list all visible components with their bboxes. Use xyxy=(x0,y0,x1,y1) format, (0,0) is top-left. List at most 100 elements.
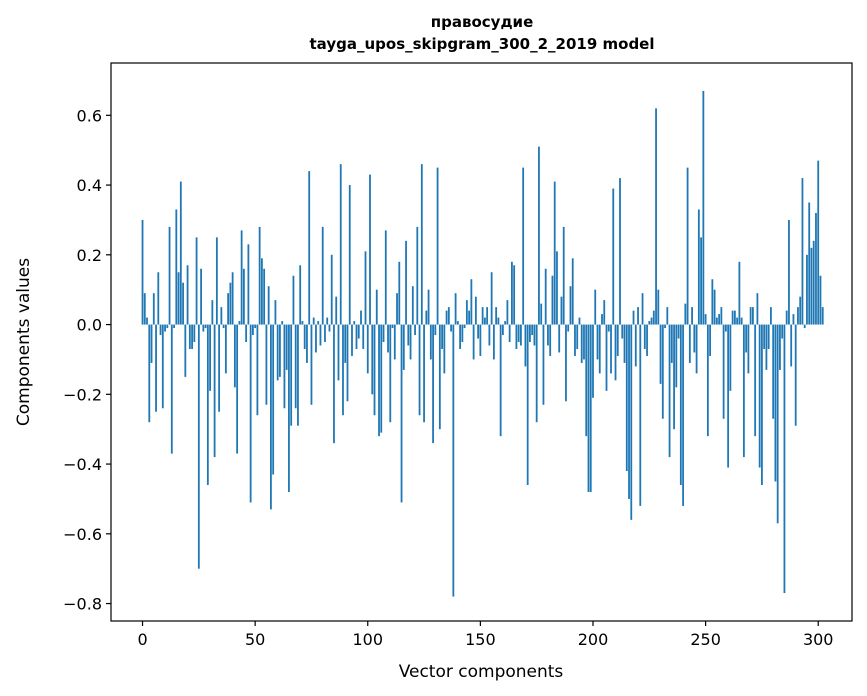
bar-31 xyxy=(211,300,214,325)
bar-175 xyxy=(535,324,538,423)
bar-127 xyxy=(427,289,430,325)
bar-77 xyxy=(315,324,317,353)
bar-256 xyxy=(718,314,721,325)
bar-272 xyxy=(754,324,757,437)
bar-227 xyxy=(652,310,655,325)
bar-27 xyxy=(202,324,205,332)
bar-79 xyxy=(319,324,322,346)
bar-45 xyxy=(242,268,245,325)
bar-299 xyxy=(815,212,817,325)
bar-82 xyxy=(326,317,329,325)
bar-143 xyxy=(463,324,466,329)
x-tick-label: 300 xyxy=(803,630,834,649)
bar-15 xyxy=(175,209,178,325)
bar-267 xyxy=(742,324,745,458)
bar-112 xyxy=(393,324,396,360)
bar-43 xyxy=(238,321,241,325)
bar-216 xyxy=(628,324,630,499)
bar-164 xyxy=(511,261,513,325)
bar-21 xyxy=(188,324,191,349)
y-tick-label: 0.4 xyxy=(77,176,102,195)
bar-218 xyxy=(632,310,635,325)
bar-37 xyxy=(224,324,227,374)
bar-275 xyxy=(761,324,763,485)
bar-74 xyxy=(308,171,311,325)
bar-238 xyxy=(677,324,680,339)
bar-18 xyxy=(182,282,184,325)
bar-295 xyxy=(806,254,808,325)
bar-146 xyxy=(470,279,473,325)
bar-149 xyxy=(477,324,480,339)
bar-287 xyxy=(788,219,790,325)
bar-228 xyxy=(655,108,657,325)
bar-205 xyxy=(603,300,606,325)
bar-17 xyxy=(179,181,182,325)
bar-265 xyxy=(738,261,741,325)
bar-59 xyxy=(274,300,277,325)
bar-series xyxy=(141,90,824,597)
bar-244 xyxy=(691,307,693,325)
x-tick-label: 100 xyxy=(352,630,383,649)
bar-193 xyxy=(576,324,579,349)
chart-subtitle: tayga_upos_skipgram_300_2_2019 model xyxy=(310,35,655,53)
bar-66 xyxy=(290,324,293,426)
bar-212 xyxy=(619,178,621,325)
bar-32 xyxy=(213,324,216,458)
bar-84 xyxy=(330,254,333,325)
bar-211 xyxy=(616,324,619,356)
bar-282 xyxy=(776,324,779,524)
bar-100 xyxy=(366,324,369,374)
bar-270 xyxy=(749,307,752,325)
bar-11 xyxy=(166,324,169,329)
bar-119 xyxy=(409,324,412,360)
y-tick-label: −0.4 xyxy=(63,455,102,474)
bar-58 xyxy=(272,324,275,475)
bar-97 xyxy=(360,310,362,325)
bar-286 xyxy=(785,310,788,325)
bar-243 xyxy=(688,324,691,363)
x-axis-ticks: 0 50 100 150 200 250 300 xyxy=(137,621,833,649)
bar-223 xyxy=(643,324,646,349)
bar-214 xyxy=(623,324,626,363)
bar-120 xyxy=(411,286,414,325)
bar-165 xyxy=(513,265,516,325)
bar-42 xyxy=(236,324,239,454)
bar-160 xyxy=(501,324,504,336)
bar-108 xyxy=(384,230,387,325)
bar-221 xyxy=(639,324,642,506)
bar-252 xyxy=(709,324,712,356)
bar-142 xyxy=(461,324,464,342)
bar-168 xyxy=(520,324,522,346)
bar-183 xyxy=(553,181,556,325)
bar-106 xyxy=(380,324,383,433)
bar-28 xyxy=(204,324,207,329)
bar-251 xyxy=(706,324,709,437)
bar-248 xyxy=(700,237,702,325)
x-tick-label: 250 xyxy=(690,630,721,649)
bar-110 xyxy=(389,324,392,423)
bar-208 xyxy=(610,324,612,374)
bar-169 xyxy=(522,167,525,325)
bar-23 xyxy=(193,324,196,342)
bar-176 xyxy=(538,146,540,325)
bar-70 xyxy=(299,265,302,325)
bar-240 xyxy=(682,324,684,506)
bar-63 xyxy=(283,324,286,409)
bar-24 xyxy=(195,237,198,325)
bar-180 xyxy=(547,324,549,346)
bar-300 xyxy=(817,160,820,325)
bar-145 xyxy=(468,310,471,325)
bar-55 xyxy=(265,324,268,405)
bar-113 xyxy=(396,293,398,325)
bar-290 xyxy=(794,324,797,426)
bar-6 xyxy=(155,324,157,412)
bar-232 xyxy=(664,324,666,329)
bar-186 xyxy=(560,296,563,325)
bar-241 xyxy=(684,303,687,325)
bar-177 xyxy=(540,303,543,325)
bar-293 xyxy=(801,178,804,325)
bar-121 xyxy=(414,324,416,336)
bar-219 xyxy=(634,324,637,367)
bar-262 xyxy=(731,310,734,325)
